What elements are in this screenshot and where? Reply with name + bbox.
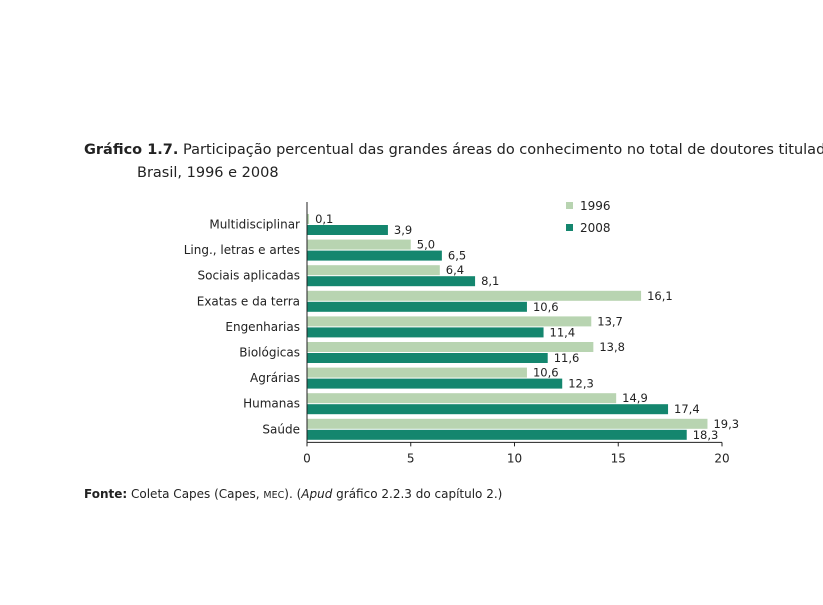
- source-text-c: gráfico 2.2.3 do capítulo 2.): [336, 487, 503, 501]
- bar-2008: [307, 378, 563, 389]
- x-tick-label: 5: [407, 451, 415, 465]
- x-tick-label: 20: [714, 451, 729, 465]
- bar-1996: [307, 290, 642, 301]
- legend-swatch-1996: [566, 202, 573, 209]
- source-mec: MEC: [263, 490, 285, 501]
- data-label-2008: 17,4: [674, 402, 700, 416]
- category-label: Exatas e da terra: [197, 294, 300, 308]
- title-label: Gráfico 1.7.: [84, 142, 179, 158]
- bar-1996: [307, 214, 310, 224]
- bar-1996: [307, 316, 592, 327]
- data-label-1996: 16,1: [647, 289, 673, 303]
- category-label: Engenharias: [225, 320, 300, 334]
- bar-1996: [307, 239, 411, 250]
- data-label-1996: 19,3: [713, 417, 739, 431]
- category-label: Multidisciplinar: [209, 218, 300, 232]
- source-text-b: ). (: [284, 487, 302, 501]
- data-label-2008: 10,6: [533, 300, 559, 314]
- data-label-1996: 14,9: [622, 391, 648, 405]
- data-label-1996: 13,8: [599, 340, 625, 354]
- title-text-line2: Brasil, 1996 e 2008: [137, 165, 279, 181]
- legend-label-1996: 1996: [580, 199, 611, 213]
- data-label-2008: 18,3: [693, 428, 719, 442]
- bar-2008: [307, 353, 548, 363]
- data-label-2008: 11,4: [550, 325, 576, 339]
- x-tick-label: 0: [303, 451, 311, 465]
- bar-1996: [307, 342, 594, 352]
- data-label-1996: 0,1: [315, 212, 333, 226]
- bar-2008: [307, 250, 442, 261]
- bar-1996: [307, 367, 527, 378]
- source-label: Fonte:: [84, 487, 128, 501]
- bar-2008: [307, 404, 669, 415]
- data-label-2008: 12,3: [568, 377, 594, 391]
- data-label-1996: 6,4: [446, 263, 464, 277]
- data-label-2008: 11,6: [554, 351, 580, 365]
- source-note: Fonte: Coleta Capes (Capes, MEC). (Apud …: [84, 487, 502, 501]
- bar-2008: [307, 225, 388, 235]
- x-tick-label: 10: [507, 451, 522, 465]
- data-label-2008: 8,1: [481, 274, 499, 288]
- bar-1996: [307, 265, 440, 276]
- legend-swatch-2008: [566, 224, 573, 231]
- category-label: Sociais aplicadas: [198, 269, 300, 283]
- data-label-2008: 6,5: [448, 249, 466, 263]
- bar-2008: [307, 276, 476, 287]
- data-label-1996: 5,0: [417, 238, 435, 252]
- category-label: Ling., letras e artes: [184, 243, 300, 257]
- category-label: Agrárias: [250, 371, 300, 385]
- x-tick-label: 15: [611, 451, 626, 465]
- source-apud: Apud: [301, 487, 333, 501]
- bar-1996: [307, 393, 617, 404]
- title-text-line1: Participação percentual das grandes área…: [183, 142, 823, 158]
- data-label-1996: 13,7: [597, 314, 623, 328]
- bar-2008: [307, 327, 544, 338]
- legend-label-2008: 2008: [580, 221, 611, 235]
- bar-1996: [307, 418, 708, 429]
- chart-title: Gráfico 1.7. Participação percentual das…: [84, 139, 823, 185]
- bar-2008: [307, 429, 687, 440]
- category-label: Humanas: [243, 397, 300, 411]
- data-label-2008: 3,9: [394, 223, 412, 237]
- bar-2008: [307, 301, 527, 312]
- category-label: Saúde: [262, 422, 300, 436]
- source-text-a: Coleta Capes (Capes,: [131, 487, 260, 501]
- data-label-1996: 10,6: [533, 366, 559, 380]
- category-label: Biológicas: [239, 346, 300, 360]
